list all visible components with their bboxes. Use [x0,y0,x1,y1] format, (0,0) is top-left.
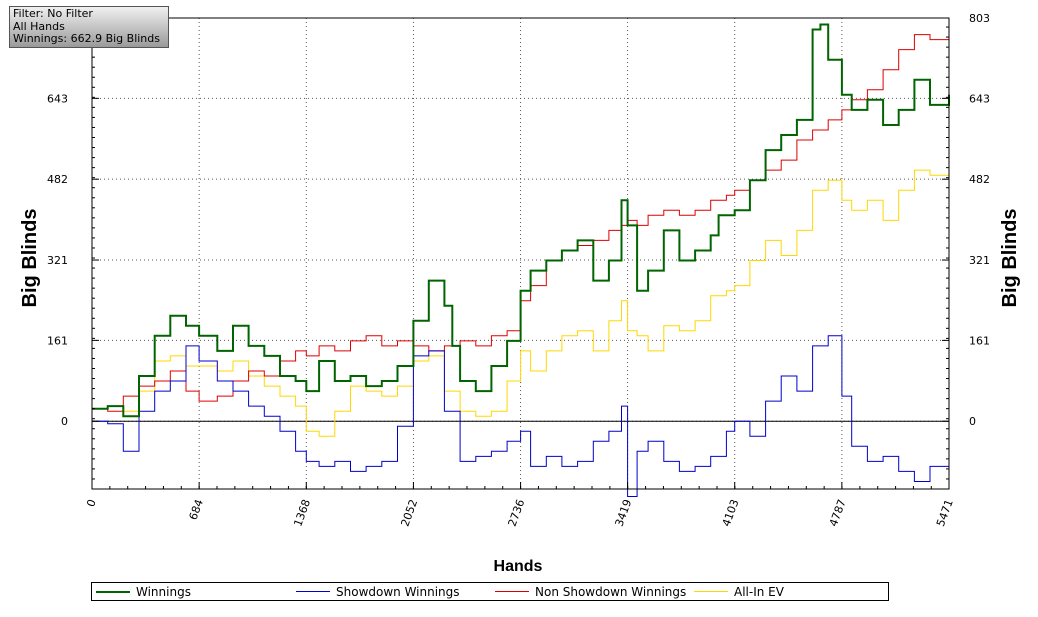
series-line-showdown-winnings [92,335,950,497]
series-line-winnings [92,23,950,418]
x-axis-title: Hands [494,558,543,575]
legend-item-non-showdown: Non Showdown Winnings [495,583,686,600]
legend-swatch-showdown [296,591,330,592]
x-tick-label: 4787 [827,498,849,529]
legend-label-winnings: Winnings [136,584,191,599]
y-tick-label-left: 161 [47,334,68,347]
y-tick-label-right: 482 [969,173,990,186]
axes-layer: 0 161 321 482 643 0 161 321 482 643 803 0 684 1368 205… [47,12,990,528]
y-tick-label-right: 0 [969,415,976,428]
y-tick-label-right: 643 [969,92,990,105]
winnings-summary: Winnings: 662.9 Big Blinds [13,32,160,45]
legend-label-non-showdown: Non Showdown Winnings [535,584,687,599]
legend-label-showdown: Showdown Winnings [336,584,460,599]
legend-swatch-non-showdown [495,591,529,592]
y-axis-title-right: Big Blinds [999,209,1021,308]
y-tick-label-right: 321 [969,254,990,267]
legend-label-allin-ev: All-In EV [734,584,784,599]
x-tick-label: 2052 [398,498,420,529]
y-tick-label-left: 482 [47,173,68,186]
series-layer [92,23,950,497]
x-tick-label: 5471 [934,498,956,529]
y-tick-label-left: 643 [47,92,68,105]
legend-item-winnings: Winnings [96,583,191,600]
filter-info-box: Filter: No Filter All Hands Winnings: 66… [9,6,169,48]
x-tick-label: 0 [84,498,99,509]
legend-swatch-allin-ev [694,591,728,592]
y-tick-label-right: 161 [969,334,990,347]
legend-item-showdown: Showdown Winnings [296,583,460,600]
grid-lines [91,18,950,489]
x-tick-label: 684 [187,498,206,522]
legend: Winnings Showdown Winnings Non Showdown … [91,582,889,601]
y-tick-label-left: 321 [47,254,68,267]
y-tick-label-right: 803 [969,12,990,25]
series-line-all-in-ev [92,169,950,437]
x-tick-label: 1368 [291,498,313,529]
legend-item-allin-ev: All-In EV [694,583,784,600]
legend-swatch-winnings [96,590,130,593]
x-tick-label: 4103 [720,498,742,529]
hands-label: All Hands [13,19,65,33]
x-tick-label: 3419 [613,498,635,529]
filter-label: Filter: No Filter [13,7,93,20]
x-tick-label: 2736 [506,498,528,529]
y-axis-title-left: Big Blinds [19,209,41,308]
y-tick-label-left: 0 [61,415,68,428]
